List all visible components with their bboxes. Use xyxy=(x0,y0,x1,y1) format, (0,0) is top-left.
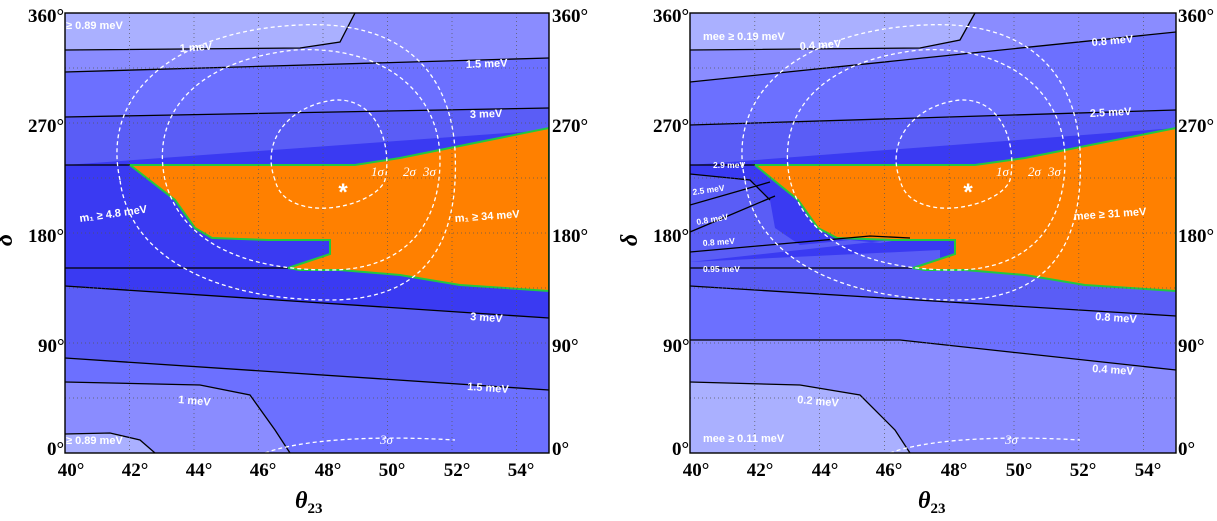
sigma-label: 3σ xyxy=(379,432,394,447)
grid xyxy=(690,13,1176,453)
tick-label: 180° xyxy=(552,226,588,247)
contour-label: 1.5 meV xyxy=(466,58,509,71)
contour-label: 0.95 meV xyxy=(703,264,740,274)
y-ticks-right-left: 360° 270° 180° 90° 0° xyxy=(653,6,690,460)
x-axis-label: θ23 xyxy=(918,488,945,517)
contour-label: 1.5 meV xyxy=(467,381,510,396)
y-ticks-right-right: 360° 270° 180° 90° 0° xyxy=(1178,6,1214,460)
tick-label: 270° xyxy=(653,116,689,137)
sigma-contours xyxy=(741,24,1082,453)
band-lightest-low xyxy=(690,382,910,453)
tick-label: 360° xyxy=(653,6,689,27)
contour-label: 0.2 meV xyxy=(797,394,840,410)
left-frame xyxy=(64,12,550,454)
tick-label: 360° xyxy=(1178,6,1214,27)
tick-label: 42° xyxy=(122,460,149,481)
tick-label: 180° xyxy=(653,226,689,247)
tick-label: 40° xyxy=(58,460,85,481)
tick-label: 270° xyxy=(552,116,588,137)
sigma-label: 2σ xyxy=(1028,164,1042,179)
tick-label: 0° xyxy=(672,439,689,460)
contour-label: ≥ 0.89 meV xyxy=(66,20,123,32)
tick-label: 270° xyxy=(28,116,64,137)
region-label: m₁ ≥ 34 meV xyxy=(454,208,520,225)
tick-label: 50° xyxy=(379,460,406,481)
sigma-label: 1σ xyxy=(996,164,1010,179)
tick-label: 48° xyxy=(315,460,342,481)
tick-label: 0° xyxy=(47,439,64,460)
excluded-region xyxy=(752,126,1176,293)
tick-label: 46° xyxy=(876,460,903,481)
x-ticks-right: 40° 42° 44° 46° 48° 50° 52° 54° xyxy=(683,460,1162,481)
contour-label: 2.9 meV xyxy=(713,160,745,170)
contour-label: 2.5 meV xyxy=(1090,106,1133,120)
x-ticks-left: 40° 42° 44° 46° 48° 50° 52° 54° xyxy=(58,460,535,481)
y-ticks-left: 360° 270° 180° 90° 0° xyxy=(28,6,65,460)
tick-label: 40° xyxy=(683,460,710,481)
best-fit-star: * xyxy=(963,179,973,206)
tick-label: 54° xyxy=(508,460,535,481)
tick-label: 270° xyxy=(1178,116,1214,137)
tick-label: 0° xyxy=(1178,439,1195,460)
contour-label: 1 meV xyxy=(179,41,213,55)
region-label: mee ≥ 0.11 meV xyxy=(703,433,785,445)
tick-label: 360° xyxy=(552,6,588,27)
contour-label: 1 meV xyxy=(178,394,212,409)
sigma-label: 3σ xyxy=(1047,164,1062,179)
region-label: mee ≥ 0.19 meV xyxy=(703,31,786,43)
region-label: mee ≥ 31 meV xyxy=(1073,206,1147,223)
band-lightest-low xyxy=(65,433,155,453)
tick-label: 52° xyxy=(444,460,471,481)
contour-lines xyxy=(65,13,549,453)
contour-label: 0.8 meV xyxy=(1095,311,1138,326)
left-plot: * ≥ 0.89 meV 1 meV 1.5 meV 3 meV m₁ ≥ 4.… xyxy=(0,6,588,517)
tick-label: 44° xyxy=(812,460,839,481)
grid xyxy=(65,13,549,453)
tick-label: 360° xyxy=(28,6,64,27)
y-axis-label: δ xyxy=(617,234,643,246)
contour-label: 3 meV xyxy=(470,108,503,121)
contour-label: 0.4 meV xyxy=(1092,363,1135,378)
sigma-label: 3σ xyxy=(1004,432,1019,447)
tick-label: 50° xyxy=(1006,460,1033,481)
y-ticks-left-right: 360° 270° 180° 90° 0° xyxy=(552,6,588,460)
contour-label: 0.4 meV xyxy=(799,38,842,53)
excluded-region xyxy=(127,126,549,293)
tick-label: 42° xyxy=(747,460,774,481)
contour-label: 3 meV xyxy=(470,311,504,325)
tick-label: 0° xyxy=(552,439,569,460)
tick-label: 180° xyxy=(1178,226,1214,247)
x-axis-label: θ23 xyxy=(295,488,322,517)
tick-label: 90° xyxy=(38,336,65,357)
best-fit-star: * xyxy=(338,179,348,206)
contour-label: ≥ 0.89 meV xyxy=(66,435,123,447)
sigma-label: 3σ xyxy=(422,164,437,179)
tick-label: 90° xyxy=(663,336,690,357)
right-plot: * mee ≥ 0.19 meV 0.4 meV 0.8 meV 2.5 meV… xyxy=(617,6,1214,517)
y-axis-label: δ xyxy=(0,234,18,246)
tick-label: 90° xyxy=(1178,336,1205,357)
tick-label: 48° xyxy=(941,460,968,481)
tick-label: 180° xyxy=(28,226,64,247)
contour-label: 0.8 meV xyxy=(702,236,735,248)
sigma-contours xyxy=(116,24,457,453)
tick-label: 44° xyxy=(186,460,213,481)
band-medium-low xyxy=(690,174,910,262)
sigma-label: 2σ xyxy=(403,164,417,179)
tick-label: 54° xyxy=(1135,460,1162,481)
sigma-label: 1σ xyxy=(371,164,385,179)
contour-label: 0.8 meV xyxy=(1091,33,1134,49)
tick-label: 46° xyxy=(250,460,277,481)
tick-label: 52° xyxy=(1070,460,1097,481)
right-frame xyxy=(689,12,1177,454)
contour-label: 2.5 meV xyxy=(692,183,726,197)
tick-label: 90° xyxy=(552,336,579,357)
